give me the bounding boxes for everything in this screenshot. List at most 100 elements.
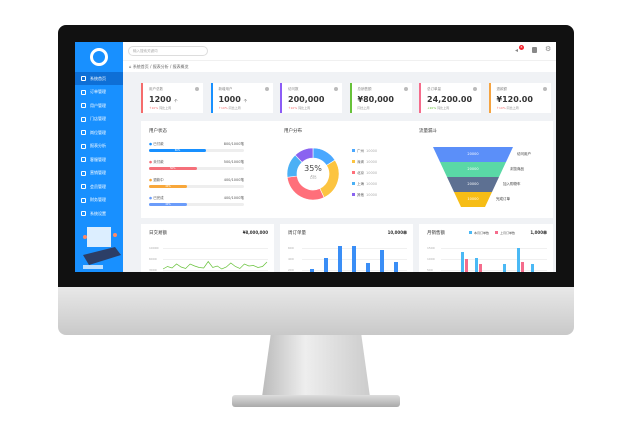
progress-bar: 40%: [149, 185, 244, 188]
sidebar-item[interactable]: 客服管理: [75, 153, 123, 166]
monthly-bar-current: [531, 264, 534, 272]
y-tick: 1500: [427, 246, 435, 250]
stat-unit: 个: [174, 99, 178, 103]
donut-slice: [294, 147, 314, 163]
monthly-bar-current: [503, 264, 506, 272]
progress-bar: 40%: [149, 203, 244, 206]
sidebar-item[interactable]: 系统首页: [75, 72, 123, 85]
breadcrumb-current: / 报表概览: [170, 64, 189, 69]
sidebar-item[interactable]: 营销管理: [75, 167, 123, 180]
lock-icon[interactable]: [532, 47, 537, 53]
stat-note: 同比上周: [437, 106, 450, 110]
y-tick: 600: [288, 246, 294, 250]
sidebar-item[interactable]: 报表分析: [75, 140, 123, 153]
menu-icon: [81, 211, 86, 216]
info-icon[interactable]: [473, 87, 477, 91]
sidebar-item[interactable]: 系统设置: [75, 207, 123, 220]
progress-bar: 50%: [149, 167, 244, 170]
sidebar-item[interactable]: 财务管理: [75, 194, 123, 207]
funnel-level: 20000: [440, 162, 506, 177]
sidebar-item[interactable]: 会员管理: [75, 180, 123, 193]
sidebar-item-label: 门店管理: [90, 116, 106, 121]
funnel-label: 加入购物车: [503, 182, 521, 186]
stat-note: 同比上周: [228, 106, 241, 110]
info-icon[interactable]: [542, 87, 547, 91]
monthly-bar-current: [461, 251, 464, 272]
donut-legend-item: 其他 10000: [352, 193, 377, 198]
sidebar-item-label: 会员管理: [90, 183, 106, 189]
y-tick: 10000: [149, 246, 159, 250]
monthly-legend-a: 本月订单数: [469, 231, 489, 235]
weekly-bar: [338, 246, 342, 272]
info-icon[interactable]: [264, 87, 269, 91]
funnel-level: 20000: [433, 147, 513, 162]
weekly-panel: 周订单量 10,000单 600 400 200: [280, 224, 413, 272]
daily-line: [163, 260, 268, 270]
sidebar-item[interactable]: 岗位管理: [75, 126, 123, 139]
stat-title: 访问数: [288, 87, 299, 91]
funnel-label: 访问用户: [517, 152, 531, 156]
gridline: [163, 248, 268, 249]
status-label: 已付款: [153, 142, 164, 146]
stat-card: 新增用户 1000 个 ↑10% 同比上周: [210, 83, 273, 113]
stat-card: 总销售额 ¥80,000 同比上周: [349, 83, 412, 113]
search-input[interactable]: 输入搜索关键词: [128, 46, 208, 56]
order-status-row: ● 已完成 400/1000笔 40%: [149, 196, 244, 206]
weekly-bar: [366, 263, 370, 272]
stat-value: ¥120.00: [496, 95, 533, 104]
breadcrumb: ⌂ 系统首页 / 报表分析 / 报表概览: [123, 60, 556, 72]
monthly-total: 1,000单: [530, 230, 547, 235]
daily-line-chart: [163, 260, 268, 270]
top-header: 输入搜索关键词 ◂ 8 ⚙: [123, 42, 556, 60]
y-tick: 6000: [149, 257, 157, 261]
stat-title: 用户总数: [149, 87, 163, 91]
donut-legend-item: 上海 10000: [352, 182, 377, 187]
daily-title: 日交易额: [149, 231, 167, 236]
menu-icon: [81, 103, 86, 108]
distribution-title: 用户分布: [284, 129, 302, 134]
stat-title: 新增用户: [218, 87, 233, 91]
gridline: [441, 270, 547, 271]
status-value: 400/1000笔: [223, 178, 244, 182]
info-icon[interactable]: [195, 87, 199, 91]
donut-chart: [286, 147, 340, 201]
stat-value: 200,000: [288, 95, 325, 104]
stat-title: 总订单量: [427, 87, 441, 91]
status-value: 400/1000笔: [223, 196, 244, 200]
gridline: [163, 270, 268, 271]
donut-center-label: 占比: [309, 175, 317, 179]
notification-icon[interactable]: ◂: [515, 47, 519, 54]
monitor-chin: [58, 287, 574, 335]
daily-panel: 日交易额 ¥8,000,000 10000 6000 3000: [141, 224, 274, 272]
dashboard-screen: 系统首页 订单管理 用户管理 门店管理 岗位管理 报表分析 客服管理 营销管理 会员管理 财务管理…: [75, 42, 556, 272]
funnel-title: 流量漏斗: [419, 129, 437, 134]
monthly-title: 月销售额: [427, 231, 445, 236]
weekly-bar: [394, 261, 398, 272]
funnel-label: 完成订单: [496, 197, 510, 201]
menu-icon: [81, 157, 86, 162]
sidebar-item-label: 系统设置: [90, 210, 106, 216]
donut-legend-item: 北京 10000: [352, 171, 377, 176]
gridline: [441, 259, 547, 260]
sidebar-item[interactable]: 门店管理: [75, 113, 123, 126]
stat-title: 退款额: [496, 87, 508, 91]
info-icon[interactable]: [403, 87, 408, 91]
sidebar-item-label: 营销管理: [90, 170, 106, 175]
stat-trend: ↑10%: [288, 106, 298, 110]
sidebar-item[interactable]: 用户管理: [75, 99, 123, 112]
stat-trend: ↑10%: [218, 106, 228, 110]
sidebar-item-label: 岗位管理: [90, 129, 106, 135]
gear-icon[interactable]: ⚙: [545, 45, 552, 53]
stat-value: ¥80,000: [357, 95, 394, 104]
order-status-row: ● 退款中 400/1000笔 40%: [149, 178, 244, 188]
status-value: 500/1000笔: [223, 160, 244, 164]
sidebar-item[interactable]: 订单管理: [75, 86, 123, 99]
breadcrumb-home[interactable]: 系统首页: [132, 64, 149, 69]
monitor-stand: [262, 335, 370, 397]
stat-card: 退款额 ¥120.00 ↑10% 同比上周: [488, 83, 551, 113]
weekly-total: 10,000单: [387, 230, 407, 235]
info-icon[interactable]: [334, 87, 338, 91]
donut-legend-item: 深圳 10000: [352, 160, 377, 165]
stat-note: 同比上周: [506, 106, 519, 110]
breadcrumb-section[interactable]: / 报表分析: [150, 64, 169, 69]
